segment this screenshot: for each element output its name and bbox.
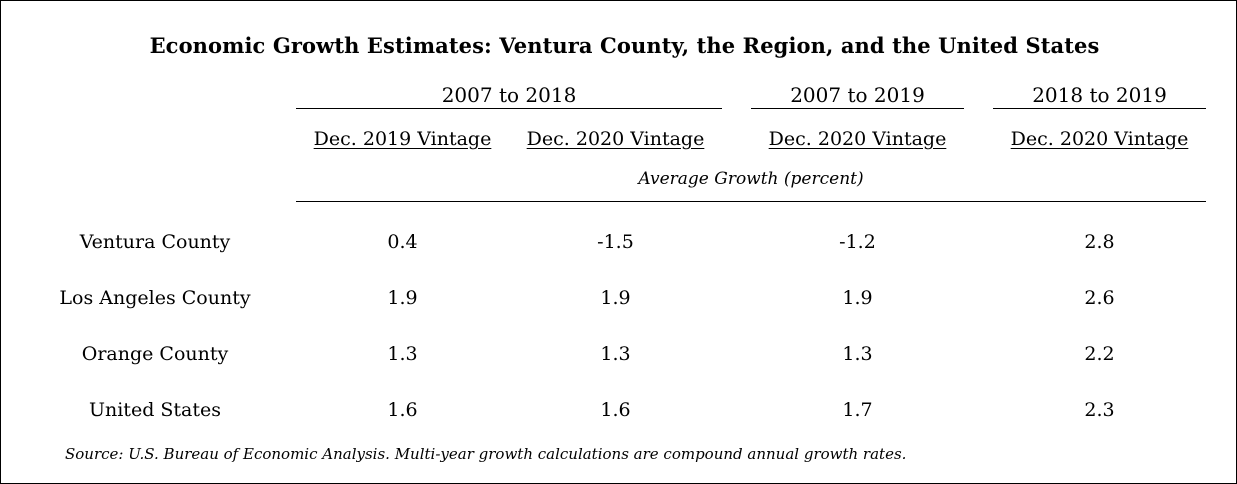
vintage-header-col3: Dec. 2020 Vintage <box>768 128 947 150</box>
table-cell: 0.4 <box>387 231 418 253</box>
source-note: Source: U.S. Bureau of Economic Analysis… <box>65 445 907 463</box>
table-cell: -1.2 <box>839 231 876 253</box>
period-header-2007-2018: 2007 to 2018 <box>441 83 577 107</box>
vintage-header-col4: Dec. 2020 Vintage <box>1010 128 1189 150</box>
period-rule-1 <box>296 108 722 109</box>
table-cell: 1.9 <box>842 287 873 309</box>
table-cell: 2.3 <box>1084 399 1115 421</box>
row-label-united-states: United States <box>88 399 222 421</box>
row-label-orange: Orange County <box>81 343 229 365</box>
table-cell: 2.8 <box>1084 231 1115 253</box>
table-cell: 2.2 <box>1084 343 1115 365</box>
vintage-header-col2: Dec. 2020 Vintage <box>526 128 705 150</box>
table-cell: 1.3 <box>842 343 873 365</box>
table-cell: 1.7 <box>842 399 873 421</box>
period-header-2018-2019: 2018 to 2019 <box>1032 83 1167 107</box>
table-cell: 2.6 <box>1084 287 1115 309</box>
period-rule-3 <box>993 108 1206 109</box>
table-cell: 1.6 <box>600 399 631 421</box>
table-cell: -1.5 <box>597 231 634 253</box>
table-cell: 1.3 <box>600 343 631 365</box>
table-cell: 1.9 <box>387 287 418 309</box>
period-rule-2 <box>751 108 964 109</box>
table-title: Economic Growth Estimates: Ventura Count… <box>149 33 1100 58</box>
table-cell: 1.9 <box>600 287 631 309</box>
period-header-2007-2019: 2007 to 2019 <box>790 83 925 107</box>
table-cell: 1.6 <box>387 399 418 421</box>
header-rule <box>296 201 1206 202</box>
unit-label: Average Growth (percent) <box>638 169 864 189</box>
row-label-ventura: Ventura County <box>79 231 231 253</box>
table-cell: 1.3 <box>387 343 418 365</box>
row-label-los-angeles: Los Angeles County <box>59 287 251 309</box>
vintage-header-col1: Dec. 2019 Vintage <box>313 128 492 150</box>
